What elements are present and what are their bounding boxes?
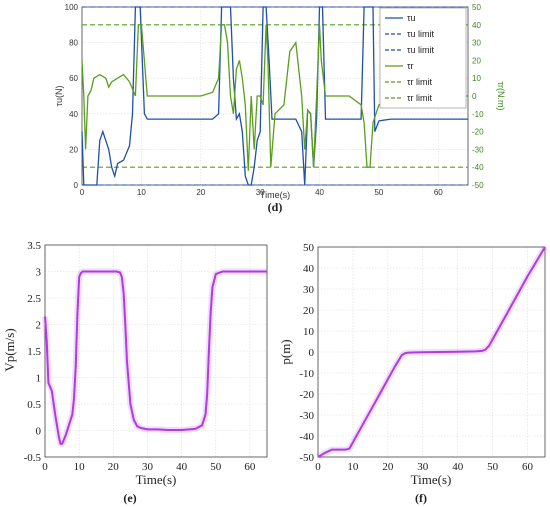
chart-d-xtick-label: 50 (374, 188, 383, 197)
chart-e-ytick-label: 0.5 (27, 399, 41, 411)
chart-d-legend-label: τr limit (407, 93, 433, 103)
chart-e-ytick-label: 2.5 (27, 293, 41, 305)
chart-e-ytick-label: 0 (36, 426, 42, 438)
chart-e-xtick-label: 0 (42, 461, 48, 473)
chart-f-ytick-label: -40 (299, 431, 314, 443)
chart-d-xtick-label: 60 (434, 188, 443, 197)
chart-e-xtick-label: 40 (176, 461, 188, 473)
chart-d-ytick-left-label: 80 (69, 39, 78, 48)
chart-d-legend-label: τu limit (407, 29, 435, 39)
chart-d-ytick-right-label: 10 (472, 74, 481, 83)
chart-d-legend-label: τu limit (407, 45, 435, 55)
chart-d-ylabel-left: τu(N) (54, 85, 64, 106)
chart-d-ytick-left-label: 100 (65, 3, 79, 12)
chart-f-panel-label: (f) (415, 491, 427, 505)
chart-d-xtick-label: 30 (256, 188, 265, 197)
chart-f-ytick-label: -20 (299, 389, 314, 401)
chart-e-series-line (44, 270, 267, 445)
chart-d-panel-label: (d) (268, 200, 283, 214)
chart-e-ytick-label: -0.5 (24, 452, 42, 464)
chart-d-legend-label: τr limit (407, 77, 433, 87)
chart-d-ytick-right-label: 30 (472, 39, 481, 48)
chart-f-ytick-label: -10 (299, 368, 314, 380)
chart-f-ytick-label: 20 (303, 305, 315, 317)
chart-d-ytick-right-label: -40 (472, 163, 484, 172)
chart-d-ytick-right-label: -30 (472, 145, 484, 154)
chart-d-xtick-label: 10 (137, 188, 146, 197)
chart-e-panel-label: (e) (123, 491, 136, 505)
chart-e-xtick-label: 50 (210, 461, 222, 473)
chart-d-legend-label: τr (407, 61, 414, 71)
chart-e-xtick-label: 10 (74, 461, 86, 473)
chart-d-xtick-label: 0 (80, 188, 85, 197)
chart-f-ytick-label: 40 (303, 263, 315, 275)
chart-d-legend: τu τu limit τu limit τr τr limit τr limit (379, 7, 467, 109)
chart-f-ytick-label: -30 (299, 410, 314, 422)
chart-e-xtick-label: 20 (108, 461, 120, 473)
chart-f-xtick-label: 40 (452, 461, 464, 473)
chart-d-ytick-left-label: 0 (74, 181, 79, 190)
chart-f-ytick-label: 0 (309, 347, 315, 359)
chart-d-ytick-right-label: 0 (472, 92, 477, 101)
chart-f-ytick-label: -50 (299, 452, 314, 464)
chart-f-frame (317, 246, 546, 458)
chart-e-ylabel: Vp(m/s) (2, 328, 17, 371)
chart-d-ytick-right-label: 20 (472, 56, 481, 65)
chart-f-ylabel: p(m) (278, 339, 293, 364)
chart-e-xtick-label: 60 (244, 461, 256, 473)
chart-e: 0 10 20 30 40 50 60 -0.500.511.522.533.5 Time(… (2, 240, 268, 505)
chart-e-xtick-label: 30 (142, 461, 154, 473)
chart-e-ytick-label: 1.5 (27, 346, 41, 358)
chart-d-ylabel-right: τr(N.m) (496, 81, 506, 110)
chart-d-ytick-right-label: -50 (472, 181, 484, 190)
chart-e-ytick-label: 2 (36, 320, 42, 332)
chart-f-series-line (317, 246, 546, 458)
chart-d-series-tau-u (81, 6, 468, 186)
chart-e-xlabel: Time(s) (136, 472, 177, 487)
chart-f-ytick-label: 50 (303, 242, 315, 254)
chart-d-ytick-right-label: 50 (472, 3, 481, 12)
chart-f-xlabel: Time(s) (411, 472, 452, 487)
chart-f-xtick-label: 20 (382, 461, 394, 473)
chart-d-xtick-label: 40 (315, 188, 324, 197)
chart-d-ytick-left-label: 20 (69, 145, 78, 154)
chart-d-ytick-right-label: -20 (472, 128, 484, 137)
chart-f: 0 10 20 30 40 50 60 -50 -40 -30 -20 -10 0 10 20 30 40 50… (278, 242, 548, 505)
chart-d-legend-label: τu (407, 13, 416, 23)
chart-e-ytick-label: 3 (36, 267, 42, 279)
chart-e-frame (44, 244, 268, 458)
chart-d-ytick-left-label: 40 (69, 110, 78, 119)
chart-d-ytick-right-label: -10 (472, 110, 484, 119)
chart-f-xtick-label: 60 (522, 461, 534, 473)
chart-f-ytick-label: 30 (303, 284, 315, 296)
chart-d-series-tau-r (81, 24, 468, 171)
chart-f-ytick-label: 10 (303, 326, 315, 338)
chart-f-xtick-label: 30 (417, 461, 429, 473)
chart-f-xtick-label: 50 (487, 461, 499, 473)
chart-e-ytick-label: 1 (36, 373, 42, 385)
chart-f-xtick-label: 0 (315, 461, 321, 473)
chart-d-xlabel: Time(s) (260, 190, 290, 200)
chart-f-xtick-label: 10 (347, 461, 359, 473)
chart-d-ytick-right-label: 40 (472, 21, 481, 30)
chart-e-ytick-label: 3.5 (27, 240, 41, 252)
chart-d-ytick-left-label: 60 (69, 74, 78, 83)
chart-d-xtick-label: 20 (196, 188, 205, 197)
